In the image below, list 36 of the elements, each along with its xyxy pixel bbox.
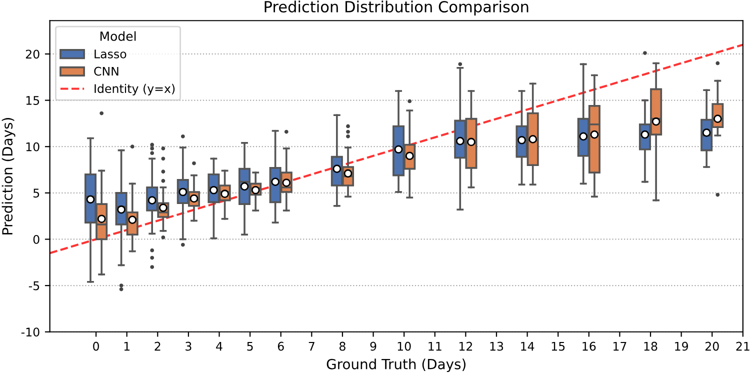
legend-label: CNN <box>94 66 118 76</box>
x-tick-label: 12 <box>459 342 472 351</box>
y-tick-label: 10 <box>26 142 40 152</box>
y-tick-label: -10 <box>21 328 40 337</box>
legend-label: Identity (y=x) <box>94 84 175 96</box>
x-tick-label: 0 <box>93 342 100 351</box>
x-tick-label: 6 <box>278 342 284 351</box>
x-tick-label: 8 <box>340 342 346 351</box>
x-tick-label: 16 <box>582 342 596 351</box>
x-tick-label: 10 <box>398 342 411 351</box>
x-tick-label: 9 <box>370 342 376 351</box>
y-axis-title: Prediction (Days) <box>2 118 16 234</box>
x-axis-title: Ground Truth (Days) <box>326 358 466 372</box>
x-tick-label: 13 <box>490 342 504 351</box>
x-tick-label: 1 <box>124 342 130 351</box>
y-tick-label: 20 <box>26 50 40 59</box>
x-tick-label: 2 <box>154 342 160 351</box>
y-tick-label: 5 <box>34 188 40 198</box>
x-tick-label: 3 <box>186 342 192 351</box>
x-tick-label: 18 <box>644 342 658 351</box>
y-tick-label: 15 <box>26 96 40 105</box>
legend-title: Model <box>100 31 136 41</box>
x-tick-label: 21 <box>736 342 750 351</box>
x-tick-label: 4 <box>216 342 222 351</box>
y-tick-label: -5 <box>28 281 40 290</box>
x-tick-label: 11 <box>428 342 442 351</box>
legend-label: Lasso <box>94 50 126 58</box>
x-tick-label: 14 <box>521 342 534 351</box>
chart-title: Prediction Distribution Comparison <box>264 0 528 16</box>
x-tick-label: 20 <box>705 342 719 351</box>
x-tick-label: 7 <box>308 342 314 351</box>
x-tick-label: 15 <box>552 342 565 351</box>
y-tick-label: 0 <box>33 234 40 244</box>
x-tick-label: 5 <box>247 342 253 351</box>
x-tick-label: 19 <box>675 342 688 351</box>
x-tick-label: 17 <box>613 342 626 351</box>
